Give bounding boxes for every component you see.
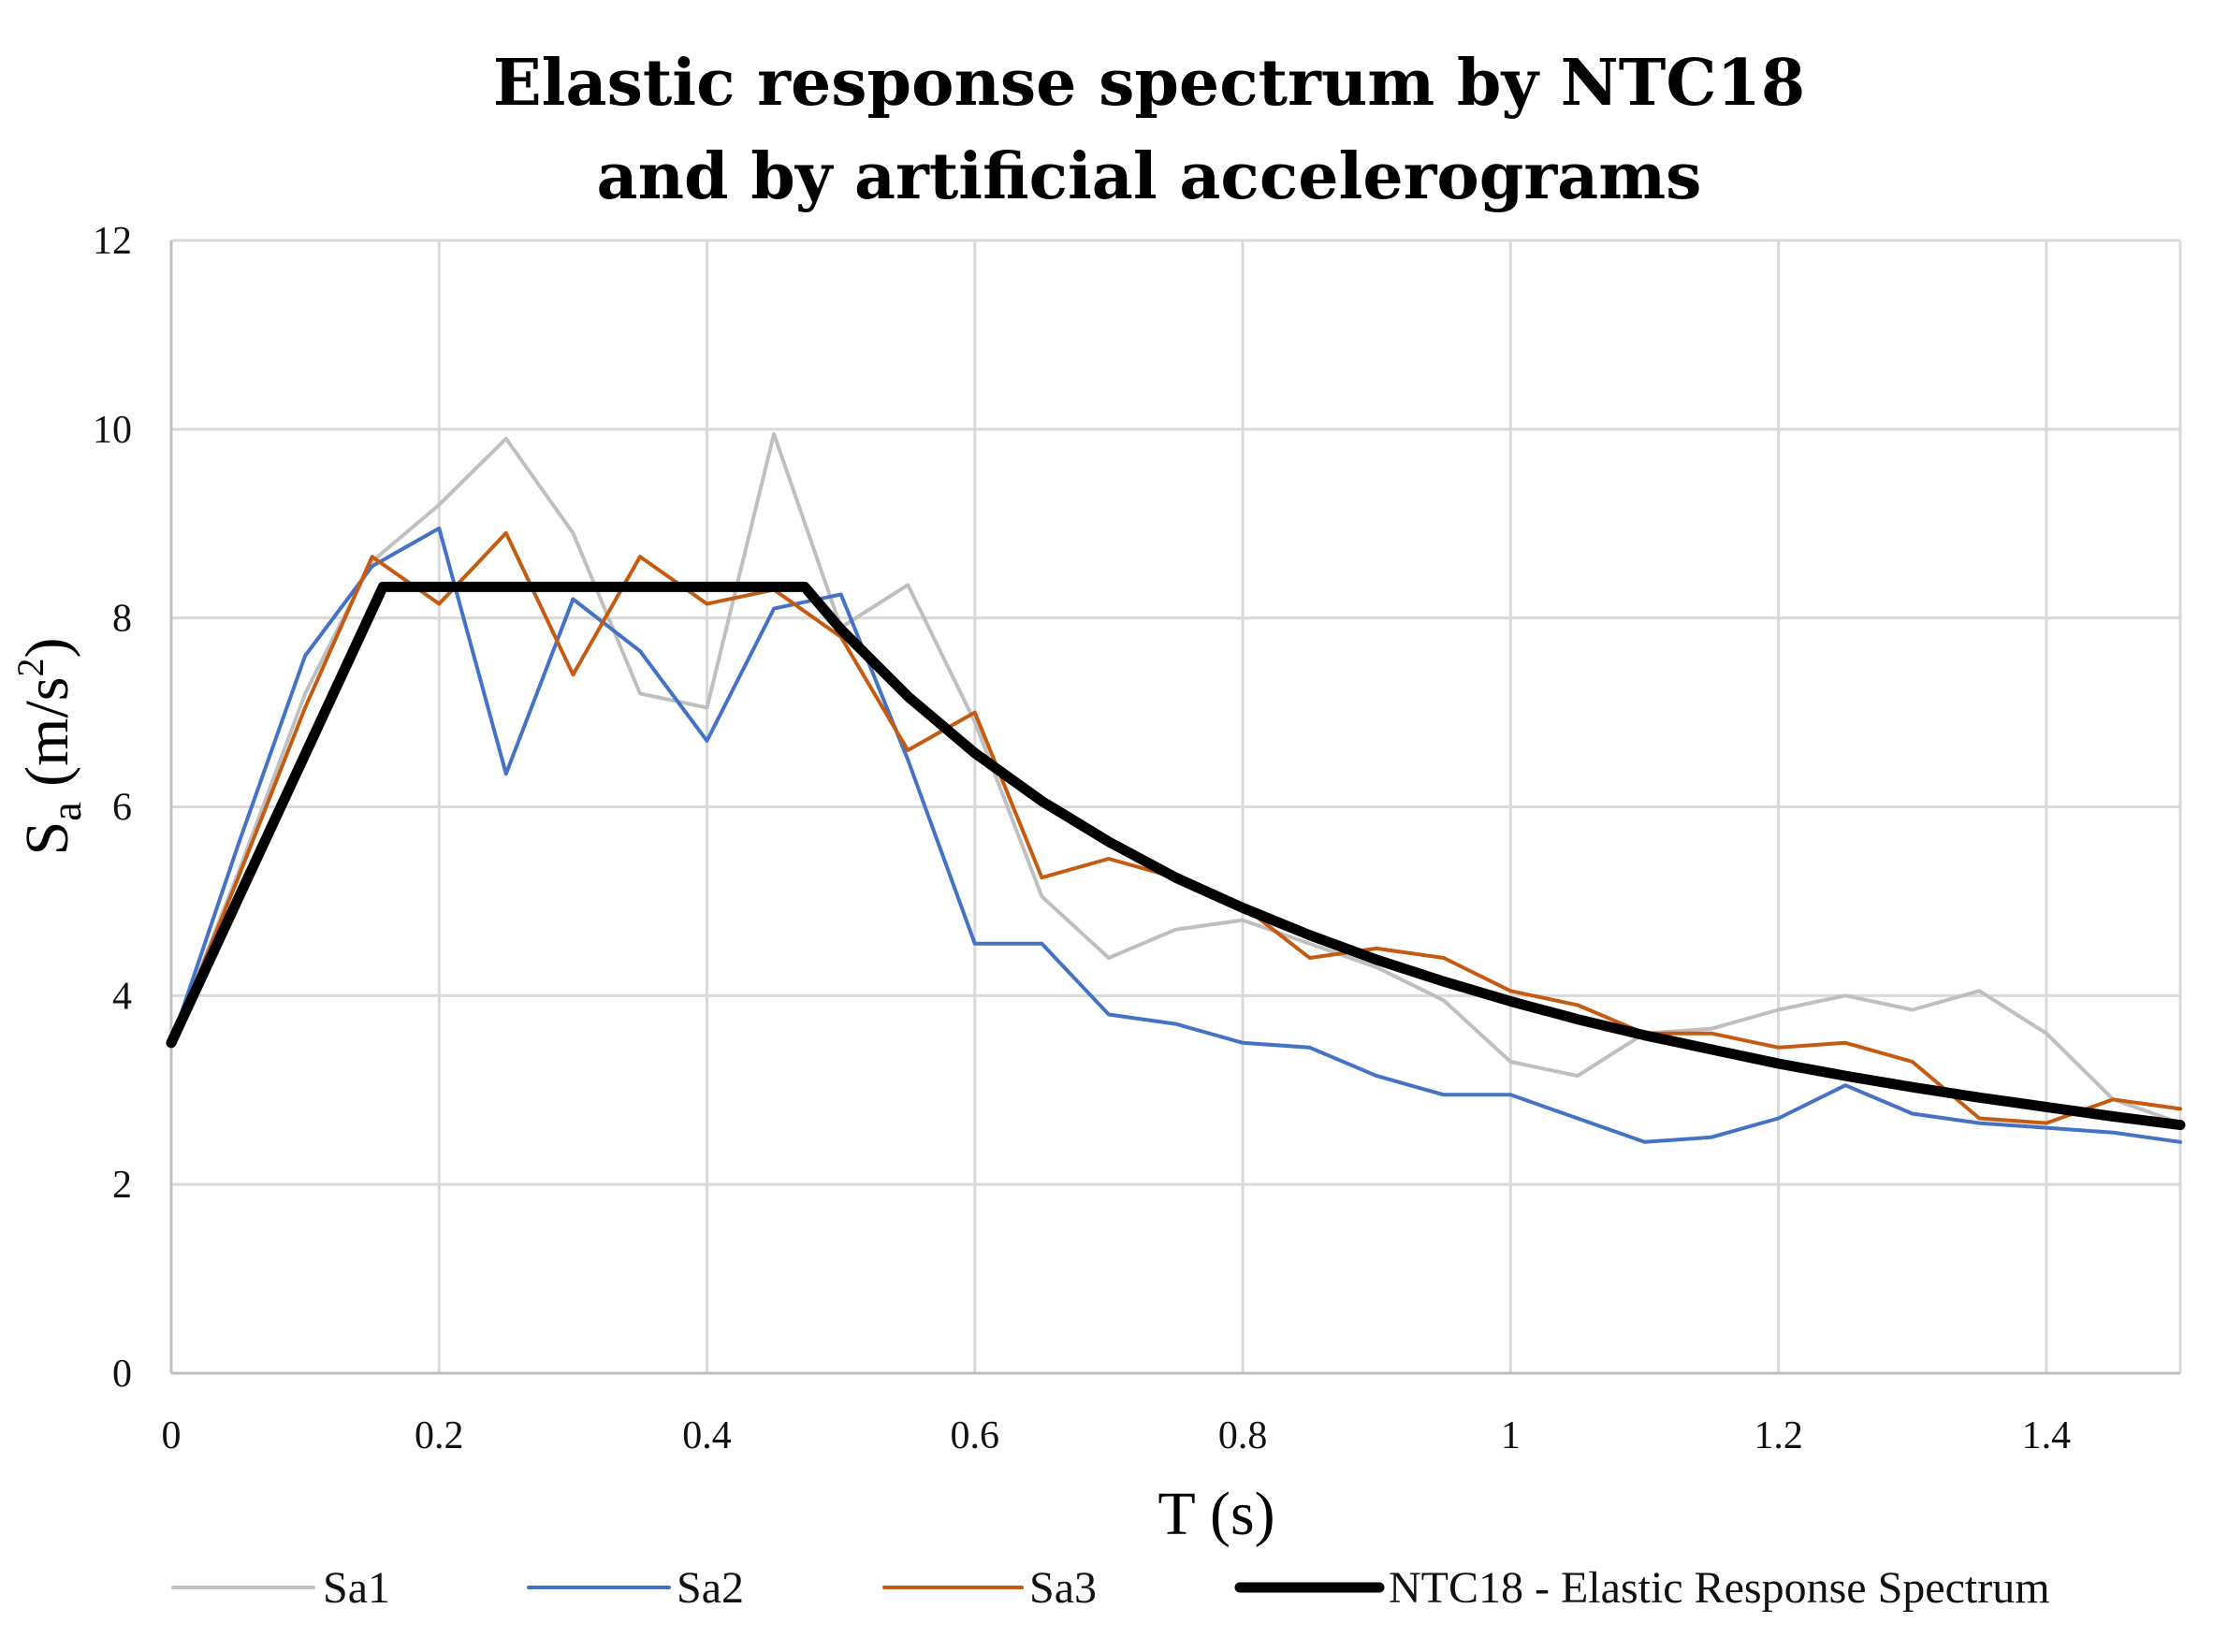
y-axis-title-superscript: 2 <box>9 659 51 677</box>
axes <box>169 240 2180 1375</box>
tick-labels: 0 2 4 6 8 10 12 0 0.2 0.4 0.6 0.8 1 1.2 1.4 <box>93 220 2071 1457</box>
x-tick-label: 0.6 <box>951 1414 1000 1457</box>
x-tick-label: 0.4 <box>682 1414 732 1457</box>
y-axis-title: Sa (m/s2) <box>9 638 90 856</box>
x-tick-label: 1.2 <box>1754 1414 1803 1457</box>
y-tick-label: 0 <box>112 1353 132 1396</box>
legend-label: Sa2 <box>677 1563 744 1613</box>
y-tick-label: 2 <box>112 1164 132 1207</box>
x-axis-title: T (s) <box>1157 1480 1274 1548</box>
y-tick-label: 8 <box>112 598 132 641</box>
gridlines <box>171 239 2182 1373</box>
series-line-sa1 <box>169 431 2182 1125</box>
x-tick-label: 1.4 <box>2022 1414 2072 1457</box>
y-tick-label: 4 <box>112 975 132 1018</box>
chart-title-line-1: Elastic response spectrum by NTC18 <box>493 46 1805 121</box>
y-axis-title-main: S <box>13 821 81 856</box>
x-tick-label: 1 <box>1501 1414 1521 1457</box>
series-line-ntc18 <box>166 581 2186 1131</box>
plot-series <box>166 431 2186 1144</box>
y-tick-label: 12 <box>93 220 132 263</box>
y-axis-title-close: ) <box>13 638 81 659</box>
series-line-sa2 <box>169 526 2182 1144</box>
x-tick-label: 0 <box>162 1414 182 1457</box>
y-tick-label: 10 <box>93 409 132 452</box>
x-tick-label: 0.8 <box>1218 1414 1268 1457</box>
chart-title-line-2: and by artificial accelerograms <box>597 139 1702 214</box>
legend-label: Sa1 <box>323 1563 390 1613</box>
y-axis-title-units: (m/s <box>13 677 81 803</box>
legend-label: NTC18 - Elastic Response Spectrum <box>1389 1563 2050 1613</box>
y-tick-label: 6 <box>112 787 132 830</box>
legend: Sa1 Sa2 Sa3 NTC18 - Elastic Response Spectr… <box>171 1563 2050 1613</box>
y-axis-title-subscript: a <box>42 802 90 820</box>
legend-label: Sa3 <box>1029 1563 1097 1613</box>
x-tick-label: 0.2 <box>415 1414 464 1457</box>
